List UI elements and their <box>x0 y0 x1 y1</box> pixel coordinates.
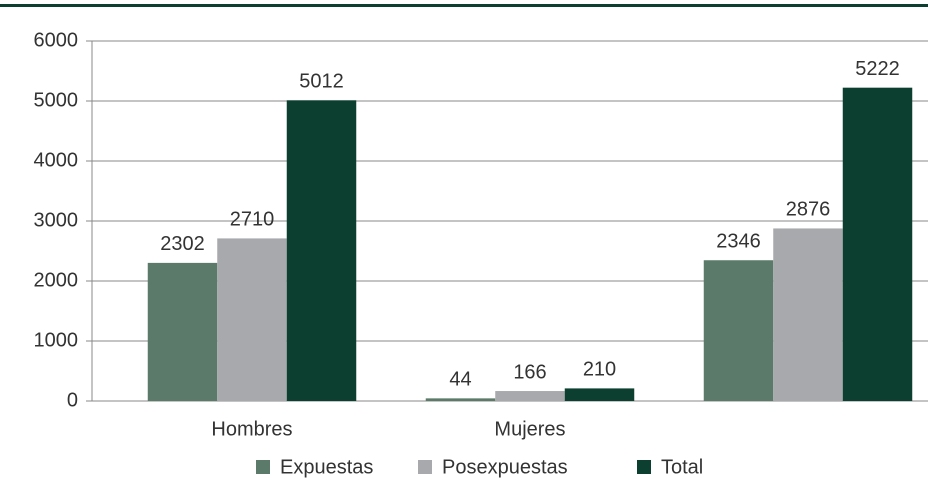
data-label: 2302 <box>160 233 205 255</box>
top-rule <box>0 4 928 7</box>
data-label: 2876 <box>786 199 831 221</box>
x-tick-label: Hombres <box>211 418 292 440</box>
bar <box>495 391 565 401</box>
bar <box>217 238 287 401</box>
y-tick-label: 2000 <box>34 269 79 291</box>
data-label: 2710 <box>230 209 275 231</box>
bar <box>773 228 843 401</box>
bar <box>147 262 218 401</box>
bar <box>425 398 496 401</box>
data-label: 5012 <box>299 71 344 93</box>
data-label: 166 <box>513 361 546 383</box>
x-tick-label: Mujeres <box>494 418 565 440</box>
legend-swatch <box>637 460 651 474</box>
y-tick-label: 3000 <box>34 209 79 231</box>
bar <box>703 260 774 401</box>
legend-swatch <box>418 460 432 474</box>
y-tick-label: 4000 <box>34 149 79 171</box>
bar <box>842 87 913 402</box>
y-tick-label: 0 <box>67 389 78 411</box>
legend-swatch <box>256 460 270 474</box>
y-tick-label: 5000 <box>34 89 79 111</box>
bar <box>564 388 635 401</box>
data-label: 5222 <box>855 58 900 80</box>
data-label: 2346 <box>716 231 761 253</box>
legend-label: Total <box>661 456 703 478</box>
bar <box>286 100 357 401</box>
legend-label: Expuestas <box>280 456 373 478</box>
data-label: 44 <box>449 369 471 391</box>
y-tick-label: 6000 <box>34 29 79 51</box>
y-tick-label: 1000 <box>34 329 79 351</box>
data-label: 210 <box>583 359 616 381</box>
legend-label: Posexpuestas <box>442 456 568 478</box>
